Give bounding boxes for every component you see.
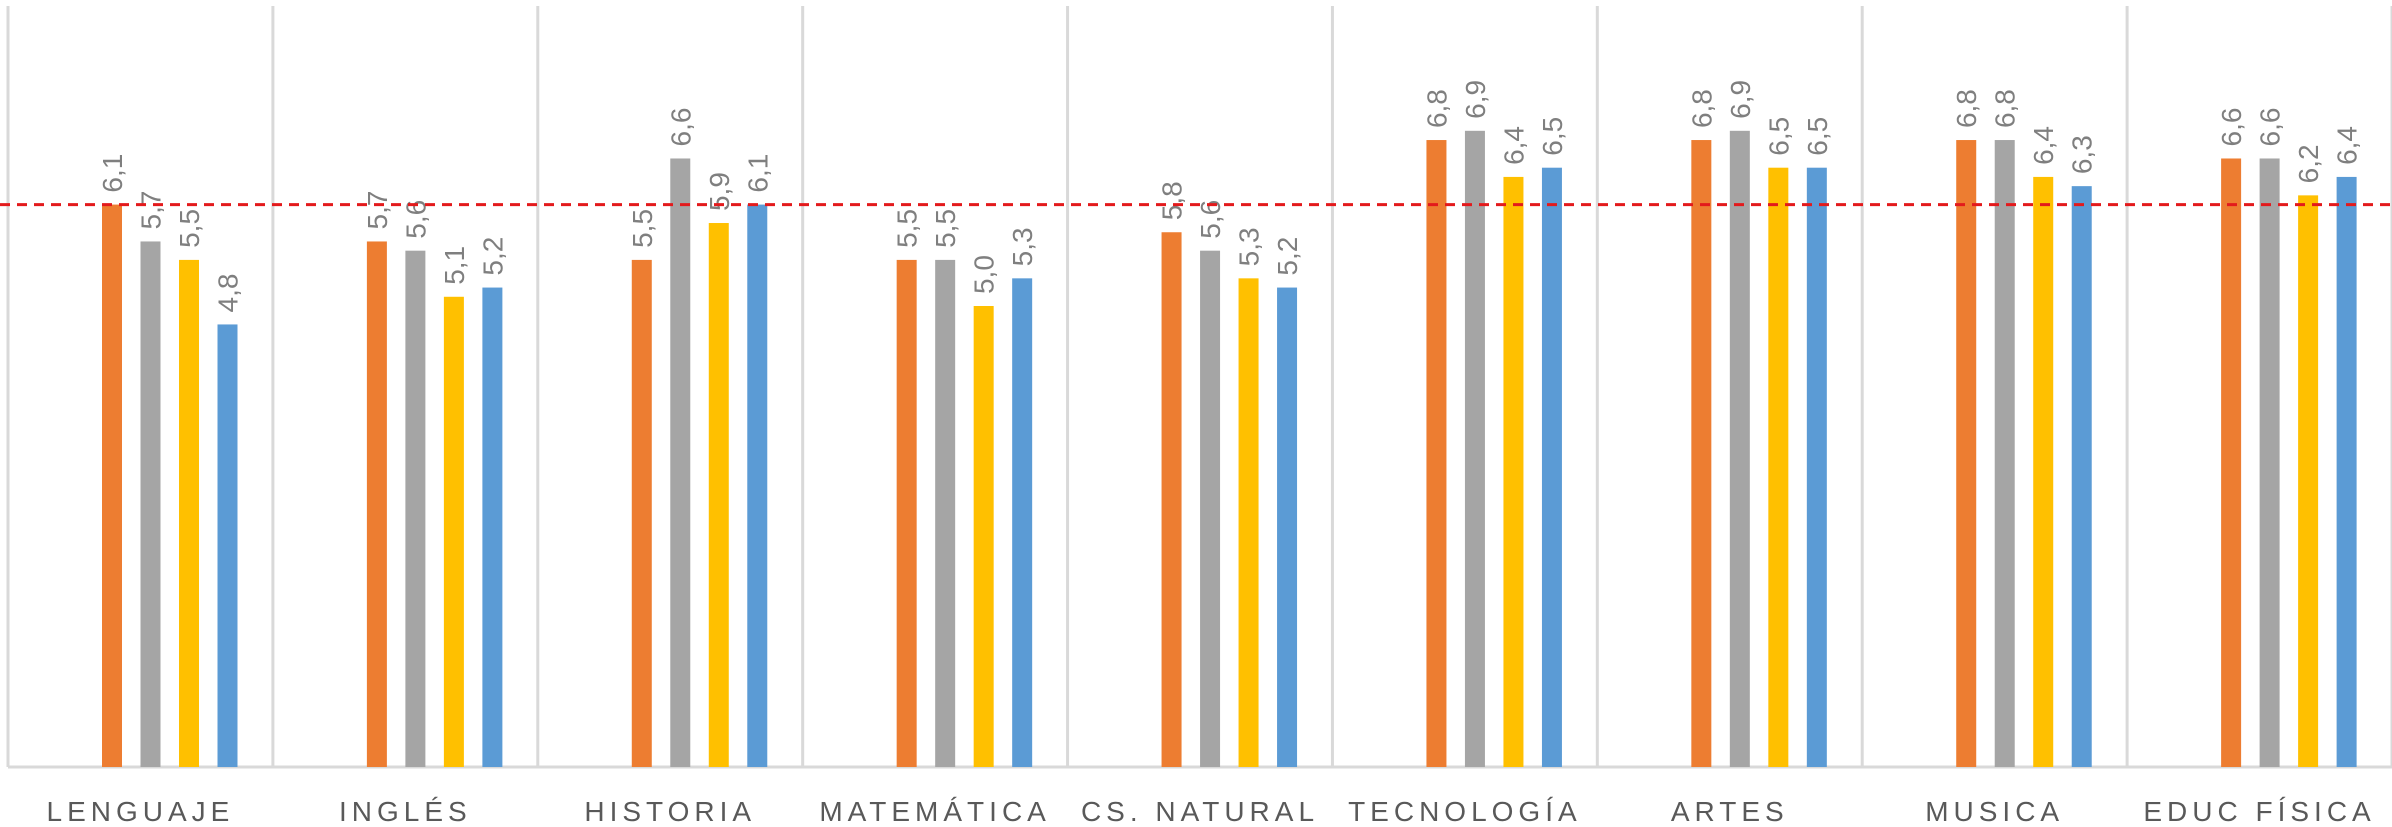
data-label: 6,9 <box>1460 80 1491 119</box>
data-label: 6,5 <box>1537 117 1568 156</box>
data-label: 5,7 <box>362 191 393 230</box>
category-label: TECNOLOGÍA <box>1348 796 1582 827</box>
bar <box>1994 140 2015 768</box>
data-label: 6,4 <box>1498 126 1529 165</box>
data-label: 6,8 <box>1951 89 1982 128</box>
bar <box>747 204 768 767</box>
data-label: 5,1 <box>439 246 470 285</box>
bar <box>1277 287 1298 767</box>
bar <box>1426 140 1447 768</box>
bar <box>366 241 387 767</box>
data-label: 6,1 <box>97 154 128 193</box>
bar <box>973 306 994 767</box>
data-label: 6,6 <box>665 108 696 147</box>
data-label: 6,8 <box>1686 89 1717 128</box>
bar <box>670 158 691 768</box>
bar <box>1768 167 1789 767</box>
data-label: 5,2 <box>1272 237 1303 276</box>
bar <box>2071 186 2092 767</box>
bar <box>482 287 503 767</box>
category-label: EDUC FÍSICA <box>2143 796 2375 827</box>
data-label: 5,5 <box>892 209 923 248</box>
data-label: 6,6 <box>2255 108 2286 147</box>
bar <box>1200 250 1221 767</box>
bar <box>2033 176 2054 768</box>
bar <box>217 324 238 767</box>
bar <box>896 259 917 767</box>
data-label: 5,0 <box>969 255 1000 294</box>
data-label: 6,6 <box>2216 108 2247 147</box>
data-label: 6,5 <box>1802 117 1833 156</box>
data-label: 5,2 <box>477 237 508 276</box>
bar <box>708 223 729 767</box>
data-label: 6,9 <box>1725 80 1756 119</box>
bar <box>443 296 464 767</box>
category-label: CS. NATURAL <box>1081 796 1319 827</box>
bar <box>1503 176 1524 768</box>
bar <box>1956 140 1977 768</box>
data-label: 5,5 <box>930 209 961 248</box>
bar <box>1691 140 1712 768</box>
bar <box>2336 176 2357 768</box>
data-label: 5,5 <box>627 209 658 248</box>
data-label: 6,1 <box>742 154 773 193</box>
bar <box>935 259 956 767</box>
data-label: 6,2 <box>2293 144 2324 183</box>
bar <box>1464 130 1485 767</box>
data-label: 4,8 <box>213 274 244 313</box>
bar <box>1161 232 1182 768</box>
bar <box>1541 167 1562 767</box>
data-label: 5,3 <box>1007 227 1038 266</box>
bar <box>2298 195 2319 768</box>
bar <box>179 259 199 767</box>
data-label: 5,6 <box>1195 200 1226 239</box>
data-label: 6,4 <box>2028 126 2059 165</box>
bar <box>1806 167 1827 767</box>
category-label: INGLÉS <box>339 796 472 827</box>
bar <box>2221 158 2242 768</box>
bar <box>140 241 161 767</box>
data-label: 6,3 <box>2067 135 2098 174</box>
data-label: 6,4 <box>2332 126 2363 165</box>
category-label: HISTORIA <box>584 796 756 827</box>
bar <box>102 204 122 767</box>
bar <box>631 259 652 767</box>
bar <box>1729 130 1750 767</box>
category-label: LENGUAJE <box>47 796 235 827</box>
data-label: 6,8 <box>1421 89 1452 128</box>
bar <box>1238 278 1259 767</box>
bar <box>2259 158 2280 768</box>
category-label: ARTES <box>1671 796 1789 827</box>
data-label: 5,5 <box>174 209 205 248</box>
category-label: MUSICA <box>1925 796 2064 827</box>
data-label: 5,8 <box>1157 181 1188 220</box>
bar <box>405 250 426 767</box>
bar <box>1012 278 1033 767</box>
data-label: 5,6 <box>400 200 431 239</box>
data-label: 6,5 <box>1763 117 1794 156</box>
data-label: 5,3 <box>1234 227 1265 266</box>
data-label: 5,7 <box>136 191 167 230</box>
data-label: 6,8 <box>1990 89 2021 128</box>
category-label: MATEMÁTICA <box>819 796 1050 827</box>
